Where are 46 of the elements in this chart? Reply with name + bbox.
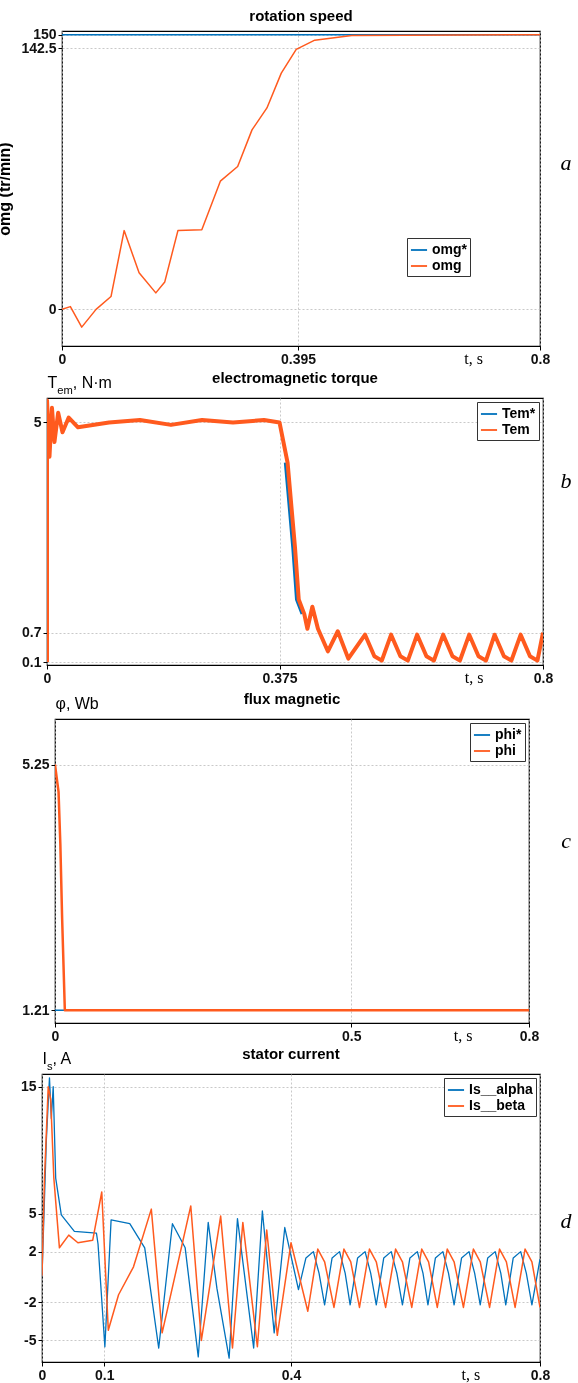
text: b <box>560 467 572 493</box>
y-tick-label: 5.25 <box>22 756 50 773</box>
x-axis-title: t, s <box>464 349 483 367</box>
x-axis-title: t, s <box>461 1365 481 1383</box>
y-tick-label: 2 <box>28 1243 37 1260</box>
y-axis-title: I$_{s}$, A <box>42 1049 72 1072</box>
y-tick-label: 5 <box>33 413 42 430</box>
line-series <box>283 461 304 616</box>
y-tick-label: 0 <box>48 300 57 317</box>
legend-label: Tem* <box>502 405 536 421</box>
x-axis-title: t, s <box>464 668 484 686</box>
y-tick-label: 5 <box>28 1205 37 1222</box>
y-tick-label: 0.7 <box>22 624 42 641</box>
x-tick-label: 0.8 <box>533 669 554 686</box>
y-tick-label: 1.21 <box>22 1001 50 1018</box>
x-tick-label: 0.1 <box>95 1366 115 1383</box>
legend-label: phi* <box>495 726 522 742</box>
legend-label: phi <box>495 742 516 758</box>
y-axis-title: T$_{em}$, N·m <box>47 373 112 396</box>
y-tick-label: 15 <box>20 1078 37 1095</box>
x-axis-title: t, s <box>453 1026 473 1044</box>
x-tick-label: 0.375 <box>262 669 298 686</box>
x-tick-label: 0.395 <box>280 350 317 367</box>
chart-title: stator current <box>242 1045 340 1062</box>
chart-title: electromagnetic torque <box>212 369 378 386</box>
chart-title: flux magnetic <box>243 690 341 707</box>
legend-label: Tem <box>502 421 530 437</box>
legend-label: omg <box>432 257 462 273</box>
y-tick-label: -2 <box>24 1293 37 1310</box>
text: a <box>560 150 572 176</box>
x-tick-label: 0.4 <box>281 1366 302 1383</box>
chart-title: rotation speed <box>249 6 353 24</box>
x-tick-label: 0.8 <box>530 350 551 367</box>
legend-label: omg* <box>432 241 468 257</box>
y-axis-title: φ, Wb <box>55 694 99 712</box>
y-tick-label: -5 <box>24 1331 37 1348</box>
text: c <box>561 827 572 853</box>
text: d <box>560 1207 573 1233</box>
legend-label: Is__beta <box>469 1097 526 1113</box>
x-tick-label: 0.8 <box>519 1027 540 1044</box>
line-series <box>55 763 529 1012</box>
y-tick-label: 0.1 <box>22 653 42 670</box>
x-tick-label: 0.8 <box>530 1366 551 1383</box>
x-tick-label: 0.5 <box>342 1027 362 1044</box>
legend-label: Is__alpha <box>469 1081 534 1097</box>
line-series <box>62 33 540 328</box>
